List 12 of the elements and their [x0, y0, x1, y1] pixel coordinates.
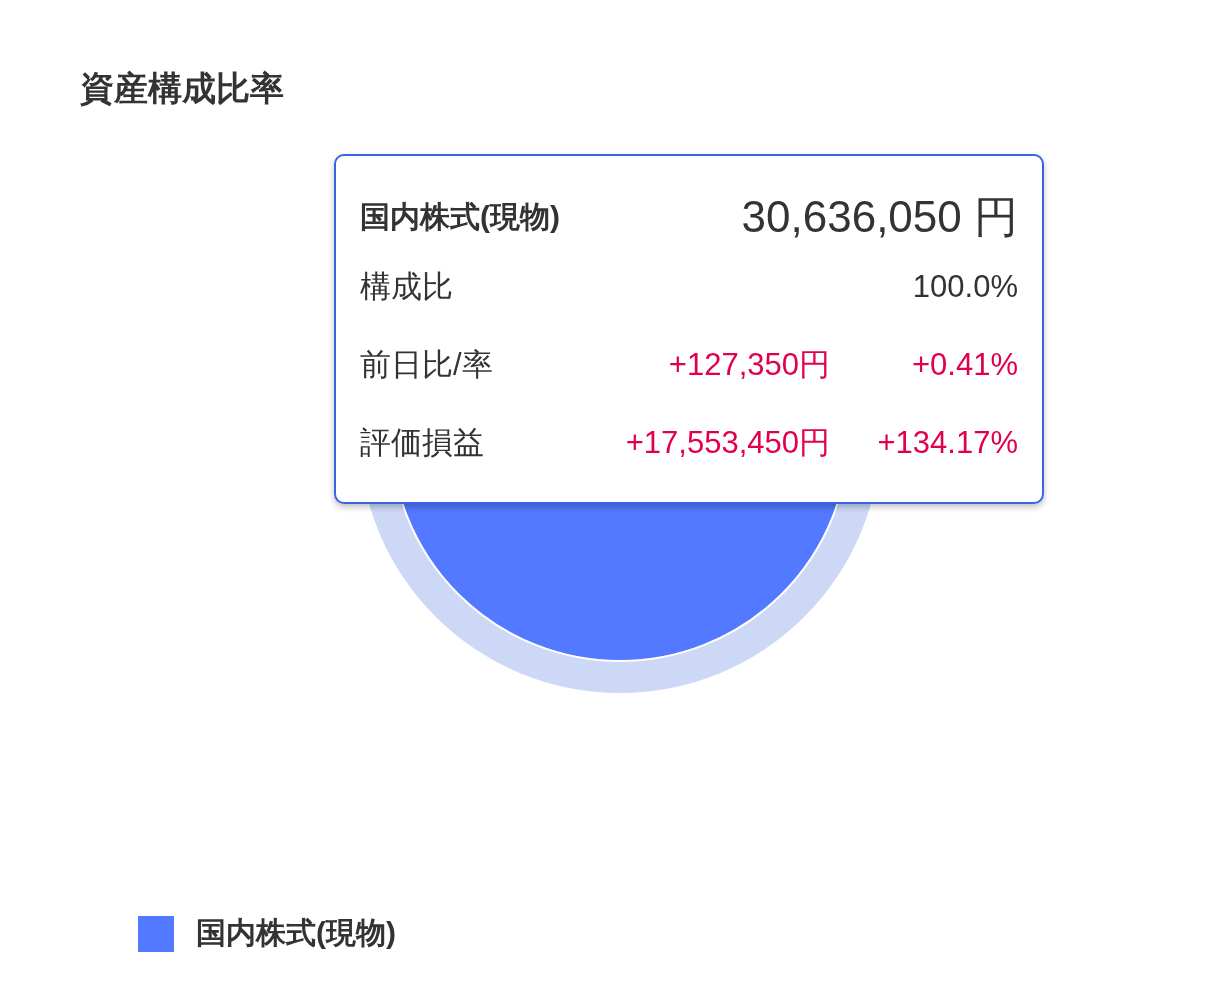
text: +127,350円	[667, 346, 830, 384]
text: +0.41%	[911, 347, 1018, 383]
text: +17,553,450円	[624, 424, 830, 462]
text: 国内株式(現物)	[360, 198, 560, 235]
text: 前日比/率	[360, 346, 494, 384]
chart-title: 資産構成比率	[80, 68, 284, 109]
text: +134.17%	[876, 425, 1018, 461]
text: 30,636,050 円	[741, 190, 1018, 243]
legend-label: 国内株式(現物)	[196, 915, 396, 951]
text: 評価損益	[360, 424, 485, 462]
text: 100.0%	[912, 269, 1018, 305]
text: 構成比	[360, 268, 453, 306]
